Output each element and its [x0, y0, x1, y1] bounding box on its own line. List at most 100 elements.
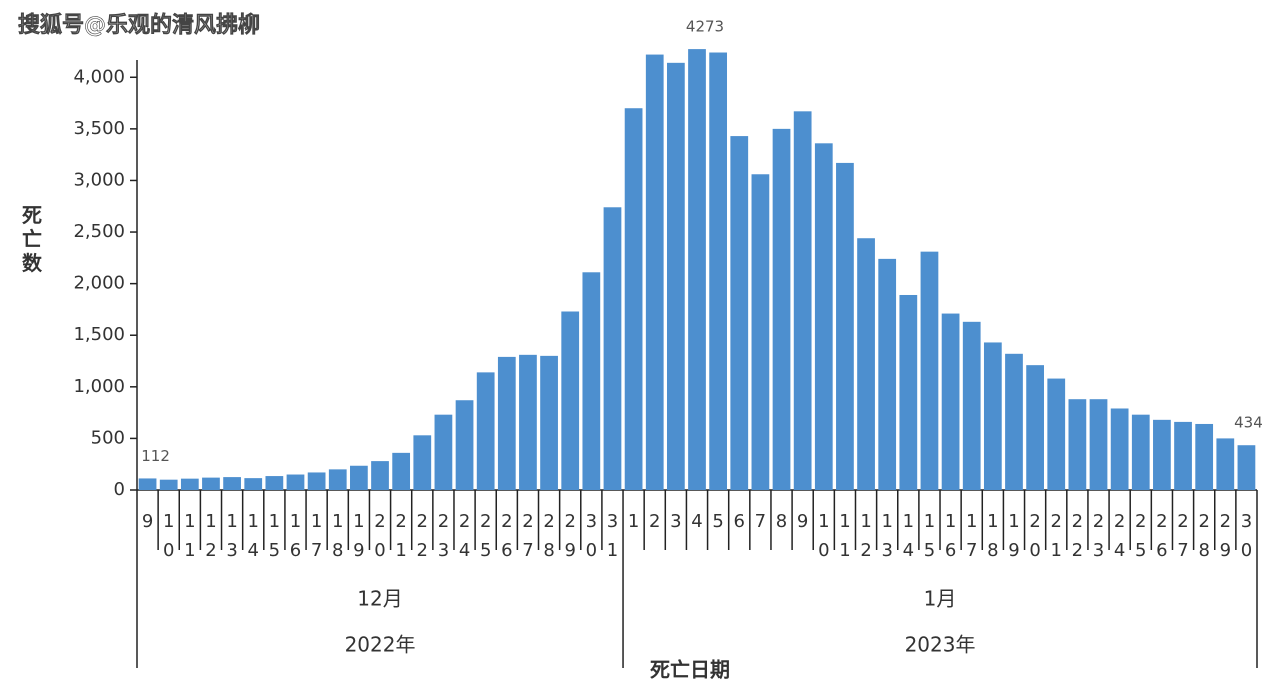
bar [899, 294, 918, 490]
bar [1153, 419, 1171, 490]
bar [265, 476, 284, 490]
x-tick-label: 1 [628, 511, 639, 532]
y-tick-label: 3,000 [73, 169, 125, 190]
y-tick-label: 3,500 [73, 118, 125, 139]
x-axis-title: 死亡日期 [650, 658, 730, 682]
bar [350, 465, 368, 490]
y-tick-label: 500 [91, 427, 125, 448]
bar [159, 479, 178, 490]
bar [582, 272, 601, 490]
bar [138, 478, 157, 490]
bar [392, 452, 411, 490]
bar [751, 174, 770, 490]
bar [814, 143, 833, 491]
bar [223, 477, 241, 490]
bar [413, 435, 432, 490]
value-label: 112 [141, 447, 170, 465]
bar [1131, 414, 1150, 490]
bar [202, 477, 220, 490]
bar [962, 321, 981, 490]
year-label: 2022年 [345, 633, 416, 657]
bar [455, 400, 474, 490]
bar [244, 478, 263, 490]
bar [688, 49, 706, 490]
value-label: 434 [1234, 414, 1263, 432]
bar [1047, 378, 1066, 490]
bar [1068, 399, 1087, 490]
bar [1110, 408, 1129, 490]
bar [1005, 353, 1023, 490]
bar [709, 52, 728, 490]
bar [878, 258, 897, 490]
y-tick-label: 1,500 [73, 324, 125, 345]
x-tick-label: 4 [691, 511, 702, 532]
bar [645, 54, 664, 491]
x-tick-label: 9 [142, 511, 153, 532]
bar [941, 313, 960, 490]
x-tick-label: 8 [776, 511, 787, 532]
bar [836, 162, 854, 490]
bar [772, 128, 791, 490]
bar [1216, 438, 1235, 490]
bar [540, 355, 558, 490]
x-tick-label: 9 [797, 511, 808, 532]
bar [561, 311, 580, 490]
bar [920, 251, 939, 490]
bar [1026, 365, 1044, 490]
bar [603, 207, 622, 491]
x-tick-label: 2 [649, 511, 660, 532]
bar [1174, 421, 1192, 490]
bar [624, 108, 643, 491]
bar [476, 372, 495, 490]
bar [1237, 445, 1256, 490]
x-tick-label: 6 [734, 511, 745, 532]
x-tick-label: 7 [755, 511, 766, 532]
watermark: 搜狐号@乐观的清风拂柳 [18, 12, 260, 38]
bar [434, 414, 453, 490]
y-axis-title: 死亡数 [22, 203, 43, 275]
bar [793, 111, 812, 490]
bar [1089, 399, 1108, 490]
y-tick-label: 2,500 [73, 221, 125, 242]
year-label: 2023年 [905, 633, 976, 657]
bar [730, 136, 749, 490]
x-tick-label: 5 [712, 511, 723, 532]
y-tick-label: 4,000 [73, 66, 125, 87]
value-label: 4273 [686, 18, 724, 36]
